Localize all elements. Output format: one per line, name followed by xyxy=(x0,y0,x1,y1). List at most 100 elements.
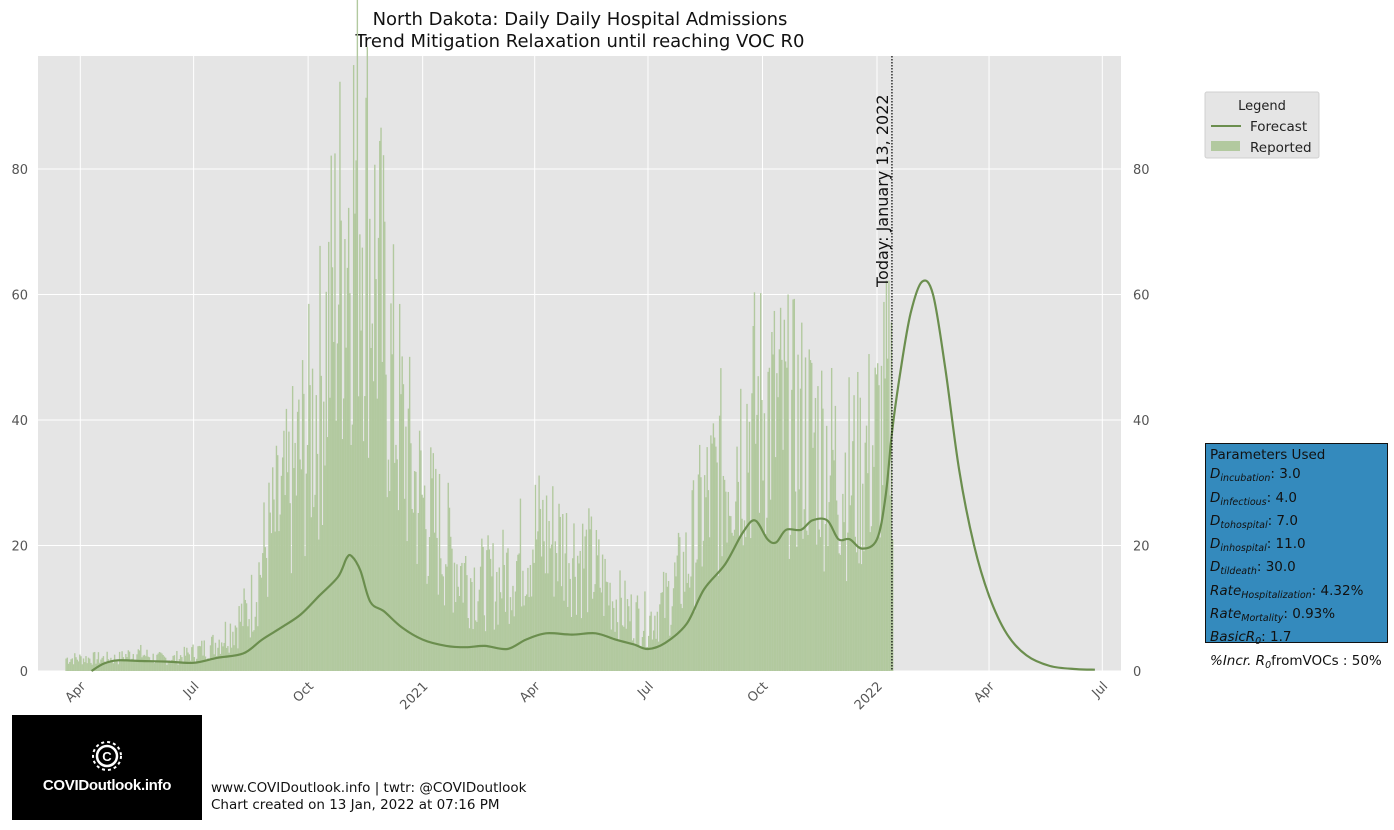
reported-bar xyxy=(860,564,863,671)
reported-bar xyxy=(822,408,824,671)
reported-bar xyxy=(877,363,879,671)
reported-bar xyxy=(782,449,784,671)
reported-bar xyxy=(777,397,779,671)
reported-bar xyxy=(694,611,696,671)
reported-bar xyxy=(798,489,800,671)
reported-bar xyxy=(712,423,715,671)
reported-bar xyxy=(413,471,416,671)
reported-bar xyxy=(72,664,75,671)
reported-bar xyxy=(778,349,781,671)
reported-bar xyxy=(482,546,484,671)
reported-bar xyxy=(270,533,273,671)
reported-bar xyxy=(601,554,604,671)
reported-bar xyxy=(392,244,395,672)
reported-bar xyxy=(335,420,337,671)
y-axis-left: 0 20 40 60 80 xyxy=(11,163,28,680)
reported-bar xyxy=(252,631,254,671)
reported-bar xyxy=(207,658,209,671)
reported-bar xyxy=(442,576,444,671)
reported-bar xyxy=(710,435,712,671)
x-tick-label: Oct xyxy=(745,679,772,706)
reported-bar xyxy=(767,371,769,671)
reported-bar xyxy=(239,621,242,671)
reported-bar xyxy=(289,503,291,671)
reported-bar xyxy=(458,596,461,671)
reported-bar xyxy=(471,582,473,671)
reported-bar xyxy=(575,614,578,671)
reported-bar xyxy=(82,658,85,671)
reported-bar xyxy=(145,656,147,671)
reported-bar xyxy=(626,599,629,671)
reported-bar xyxy=(400,394,402,671)
reported-bar xyxy=(558,503,560,671)
reported-bar xyxy=(641,637,644,671)
reported-bar xyxy=(468,628,471,671)
reported-bar xyxy=(275,445,278,671)
reported-bar xyxy=(359,234,361,671)
reported-bar xyxy=(229,623,232,671)
reported-bar xyxy=(123,660,126,671)
reported-bar xyxy=(199,646,202,671)
reported-bar xyxy=(823,571,825,671)
reported-bar xyxy=(769,499,772,671)
reported-bar xyxy=(491,576,493,671)
reported-bar xyxy=(700,477,702,671)
reported-bar xyxy=(267,596,269,671)
reported-bar xyxy=(69,661,71,671)
reported-bar xyxy=(111,660,113,671)
reported-bar xyxy=(492,543,494,671)
reported-bar xyxy=(835,500,838,671)
parameter-subscript: 0 xyxy=(1265,659,1272,671)
reported-bar xyxy=(189,660,192,671)
reported-bar xyxy=(857,371,859,671)
reported-bar xyxy=(502,529,504,671)
reported-bar xyxy=(732,535,734,671)
reported-bar xyxy=(834,405,837,671)
reported-bar xyxy=(230,647,233,671)
reported-bar xyxy=(430,447,432,671)
reported-bar xyxy=(193,657,195,671)
reported-bar xyxy=(338,304,340,671)
reported-bar xyxy=(544,573,547,671)
reported-bar xyxy=(715,446,717,671)
reported-bar xyxy=(347,207,350,671)
reported-bar xyxy=(126,657,128,671)
reported-bar xyxy=(391,354,393,671)
x-tick-label: Apr xyxy=(517,679,544,706)
reported-bar xyxy=(303,393,305,671)
reported-bar xyxy=(320,375,322,671)
reported-bar xyxy=(563,600,565,671)
reported-bar xyxy=(351,424,354,671)
reported-bar xyxy=(684,591,686,671)
x-tick-label: Jul xyxy=(1089,679,1111,701)
reported-bar xyxy=(151,661,153,671)
reported-bar xyxy=(567,606,569,671)
reported-bar xyxy=(437,594,439,671)
reported-bar xyxy=(187,652,189,671)
reported-bar xyxy=(501,598,503,671)
reported-bar xyxy=(448,507,451,671)
parameter-subscript: 0 xyxy=(1255,636,1262,648)
y-tick-label: 20 xyxy=(11,539,28,554)
reported-bar xyxy=(171,659,173,671)
reported-bar xyxy=(542,499,544,671)
reported-bar xyxy=(772,354,774,671)
reported-bar xyxy=(277,455,279,671)
reported-bar xyxy=(278,531,280,671)
reported-bar xyxy=(889,495,891,671)
parameter-subscript: infectious xyxy=(1220,496,1267,508)
reported-bar xyxy=(381,361,383,671)
reported-bar xyxy=(174,661,177,671)
reported-bar xyxy=(738,540,741,671)
reported-bar xyxy=(120,661,122,671)
y-tick-label-right: 60 xyxy=(1133,288,1150,303)
reported-bar xyxy=(660,592,662,671)
reported-bar xyxy=(827,545,829,671)
reported-bar xyxy=(365,97,367,671)
reported-bar xyxy=(522,570,524,671)
reported-bar xyxy=(324,465,326,671)
reported-bar xyxy=(105,663,107,671)
reported-bar xyxy=(504,611,507,671)
reported-bar xyxy=(654,615,656,671)
reported-bar xyxy=(496,571,498,671)
